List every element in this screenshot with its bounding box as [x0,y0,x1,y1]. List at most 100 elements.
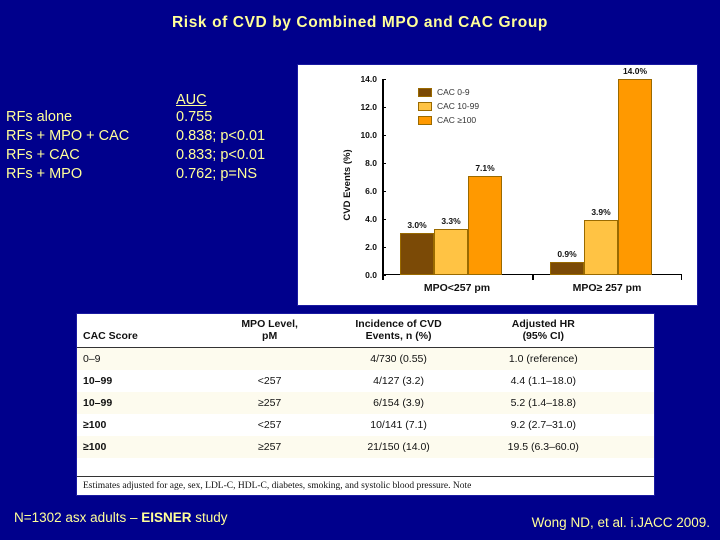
cell-adjusted-hr: 19.5 (6.3–60.0) [469,436,617,458]
cell-cac-score: 0–9 [77,347,212,370]
bar-value-label: 7.1% [475,162,495,173]
cell-cac-score: 10–99 [77,392,212,414]
cell-mpo-level: <257 [211,370,328,392]
bar [434,228,468,275]
cell-p-value: <0.001 [616,414,654,436]
cell-incidence: 10/141 (7.1) [327,414,470,436]
bar [584,220,618,275]
table-row: 0–9 4/730 (0.55) 1.0 (reference) [77,347,654,370]
cell-cac-score: ≥100 [77,414,212,436]
y-axis-title: CVD Events (%) [342,149,354,221]
table-body: 0–9 4/730 (0.55) 1.0 (reference) 10–99 <257 4… [77,347,654,458]
x-axis-category-label: MPO<257 pm [423,282,491,294]
bar-value-label: 3.0% [407,220,427,230]
auc-label: RFs alone [6,109,73,125]
results-table: CAC Score MPO Level, pM Incidence of CVD… [77,314,654,458]
page-title: Risk of CVD by Combined MPO and CAC Grou… [172,14,548,31]
footer-suffix: study [191,510,228,525]
y-axis-tick-label: 2.0 [365,242,386,252]
legend-entry: CAC 10-99 [418,99,479,113]
bar [618,79,652,275]
legend-swatch-icon [418,115,432,125]
y-axis-tick-label: 0.0 [365,270,386,280]
cell-mpo-level: ≥257 [211,392,328,414]
y-axis-tick-label: 10.0 [360,130,386,140]
bar [400,233,434,275]
y-axis-tick-label: 14.0 [360,74,386,84]
cell-p-value: 0.012 [616,392,654,414]
cell-cac-score: ≥100 [77,436,212,458]
footer-study-note: N=1302 asx adults – EISNER study [14,510,228,525]
cell-incidence: 6/154 (3.9) [327,392,470,414]
bar-value-label: 14.0% [622,66,648,76]
y-axis-tick-label: 6.0 [365,186,386,196]
footer-emphasis: EISNER [141,510,192,525]
bar-value-label: 0.9% [557,249,577,260]
footer-prefix: N=1302 asx adults – [14,510,142,525]
legend-swatch-icon [418,87,432,97]
legend-label: CAC 0-9 [437,87,470,97]
y-axis-tick-label: 4.0 [365,214,386,224]
column-header-adjusted-hr: Adjusted HR (95% CI) [469,314,617,348]
auc-label: RFs + MPO [6,166,83,182]
table-head: CAC Score MPO Level, pM Incidence of CVD… [77,314,654,348]
auc-value: 0.838; p<0.01 [176,128,266,144]
chart-legend: CAC 0-9 CAC 10-99 CAC ≥100 [418,85,479,127]
auc-header-value: AUC [176,92,207,108]
auc-row-rfs-alone: RFs alone 0.755 [6,108,291,127]
cell-p-value: 0.039 [616,370,654,392]
bar-value-label: 3.3% [441,215,461,226]
legend-swatch-icon [418,101,432,111]
auc-row-rfs-cac: RFs + CAC 0.833; p<0.01 [6,146,291,165]
auc-label: RFs + CAC [6,147,80,163]
y-axis-line [382,79,384,275]
column-header-cac-score: CAC Score [77,314,212,348]
bar [550,262,584,275]
plot-area: 0.0 2.0 4.0 6.0 8.0 10.0 12.0 14.0 3.0% 3.3% 7.1%… [360,66,682,294]
auc-summary-panel: AUC RFs alone 0.755 RFs + MPO + CAC 0.83… [6,92,291,184]
cell-p-value [616,347,654,370]
auc-header-row: AUC [6,92,291,108]
column-header-p-value: p Value [616,314,654,348]
x-axis-category-label: MPO≥ 257 pm [572,282,642,294]
cell-p-value: <0.001 [616,436,654,458]
cell-mpo-level [211,347,328,370]
column-header-incidence: Incidence of CVD Events, n (%) [327,314,470,348]
cell-adjusted-hr: 4.4 (1.1–18.0) [469,370,617,392]
cell-incidence: 21/150 (14.0) [327,436,470,458]
cvd-events-bar-chart: CVD Events (%) CAC 0-9 CAC 10-99 CAC ≥10… [297,64,698,306]
legend-label: CAC ≥100 [437,115,477,125]
table-footnote: Estimates adjusted for age, sex, LDL-C, … [77,476,654,495]
legend-entry: CAC ≥100 [418,113,479,127]
column-header-mpo-level: MPO Level, pM [211,314,328,348]
legend-label: CAC 10-99 [437,101,480,111]
cell-adjusted-hr: 1.0 (reference) [469,347,617,370]
footer-citation: Wong ND, et al. i.JACC 2009. [531,515,710,530]
cell-cac-score: 10–99 [77,370,212,392]
auc-row-rfs-mpo: RFs + MPO 0.762; p=NS [6,165,291,184]
x-axis-end-tick [680,275,682,280]
bar [468,175,502,275]
cell-adjusted-hr: 5.2 (1.4–18.8) [469,392,617,414]
auc-value: 0.833; p<0.01 [176,147,266,163]
x-axis-line [382,273,682,275]
x-axis-group-divider [532,275,534,280]
results-table-panel: CAC Score MPO Level, pM Incidence of CVD… [76,313,655,496]
auc-row-rfs-mpo-cac: RFs + MPO + CAC 0.838; p<0.01 [6,127,291,146]
y-axis-tick-label: 12.0 [360,102,386,112]
auc-label: RFs + MPO + CAC [6,128,130,144]
cell-adjusted-hr: 9.2 (2.7–31.0) [469,414,617,436]
y-axis-tick-label: 8.0 [365,158,386,168]
auc-value: 0.755 [176,109,213,125]
bar-value-label: 3.9% [591,207,611,218]
legend-entry: CAC 0-9 [418,85,479,99]
cell-mpo-level: <257 [211,414,328,436]
x-axis-end-tick [382,275,384,280]
cell-incidence: 4/127 (3.2) [327,370,470,392]
auc-value: 0.762; p=NS [176,166,258,182]
cell-incidence: 4/730 (0.55) [327,347,470,370]
